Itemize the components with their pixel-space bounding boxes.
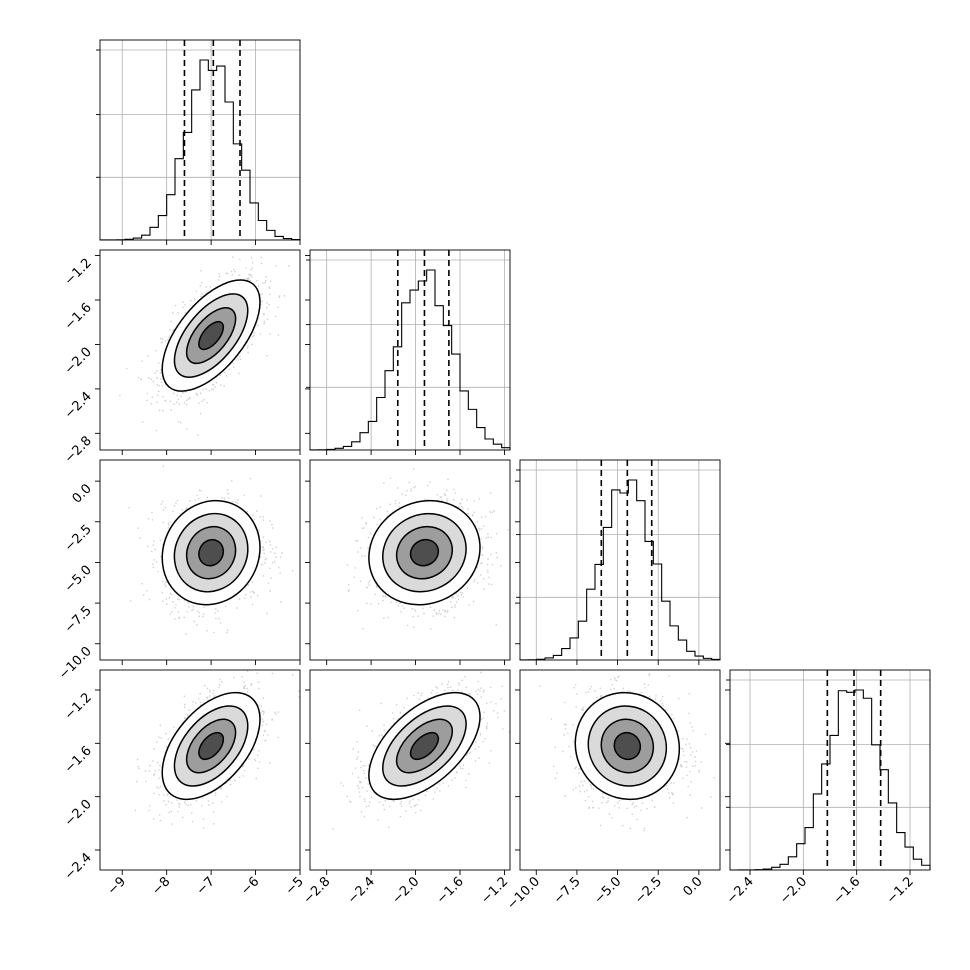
contour-line	[198, 320, 225, 351]
y-tick-label: −7.5	[62, 603, 95, 636]
y-tick-label: −2.0	[62, 345, 95, 378]
scatter-points	[346, 468, 509, 630]
x-tick-label: −9	[105, 874, 129, 898]
x-tick-label: −6	[238, 874, 262, 898]
x-tick-label: −1.2	[884, 874, 917, 907]
x-axis-3: −2.4 −2.0 −1.6 −1.2	[724, 870, 917, 907]
contour-line	[185, 718, 237, 774]
x-tick-label: −5.0	[591, 874, 624, 907]
x-tick-label: −2.8	[301, 874, 334, 907]
contour-line	[198, 731, 225, 761]
contour-line	[409, 731, 440, 761]
panel-frame	[99, 249, 301, 451]
hist-panel-1	[306, 249, 511, 451]
y-tick-label: −1.2	[62, 690, 95, 723]
contour-line	[368, 499, 481, 606]
panel-content	[128, 460, 294, 635]
histogram-step	[99, 59, 301, 241]
contour-line	[185, 525, 237, 580]
y-tick-label: −2.8	[62, 434, 95, 467]
histogram-step	[309, 269, 511, 451]
contour-line	[409, 538, 440, 567]
contour-line	[574, 691, 681, 801]
histogram-step	[729, 689, 931, 871]
panel-frame	[99, 669, 301, 871]
contour-line	[395, 718, 453, 774]
scatter-panel-3-2	[519, 669, 721, 871]
contour-line	[198, 538, 225, 567]
x-tick-label: −7	[194, 874, 218, 898]
panel-content	[539, 673, 715, 832]
scatter-panel-1-0	[99, 249, 301, 451]
x-tick-label: −8	[149, 874, 173, 898]
y-tick-label: −5.0	[62, 563, 95, 596]
contour-line	[173, 705, 249, 787]
panel-content	[346, 468, 509, 630]
panel-frame	[519, 459, 721, 661]
contour-line	[613, 731, 642, 761]
x-tick-label: −1.6	[831, 874, 864, 907]
panel-content	[119, 256, 290, 436]
contour-line	[161, 279, 261, 392]
scatter-panel-3-1	[309, 669, 511, 871]
scatter-panel-2-0	[99, 459, 301, 661]
contour-line	[161, 691, 261, 801]
scatter-panel-3-0	[99, 669, 301, 871]
density-fill	[198, 321, 224, 350]
hist-panel-3	[726, 669, 931, 871]
hist-panel-2	[516, 459, 721, 661]
x-tick-label: −7.5	[551, 874, 584, 907]
x-tick-label: −2.0	[777, 874, 810, 907]
x-tick-label: −2.4	[724, 874, 757, 907]
x-tick-label: −2.4	[345, 874, 378, 907]
contour-line	[382, 705, 467, 787]
x-tick-label: −2.0	[389, 874, 422, 907]
density-fill	[198, 539, 224, 566]
panel-frame	[309, 249, 511, 451]
contour-line	[382, 512, 467, 593]
panel-content	[134, 670, 300, 829]
panel-content	[332, 671, 510, 830]
density-fill	[614, 732, 641, 760]
scatter-panel-2-1	[309, 459, 511, 661]
contour-line	[185, 307, 237, 365]
hist-panel-0	[96, 39, 301, 241]
contour-line	[173, 512, 249, 593]
contour-line	[368, 691, 481, 801]
density-fill	[410, 539, 439, 566]
y-tick-label: −1.6	[62, 744, 95, 777]
x-tick-label: −1.6	[434, 874, 467, 907]
x-tick-label: −2.5	[632, 874, 665, 907]
panel-frame	[309, 669, 511, 871]
y-tick-label: −2.0	[62, 797, 95, 830]
panel-frame	[99, 39, 301, 241]
density-fill	[410, 732, 439, 760]
panel-frame	[729, 669, 931, 871]
y-tick-label: −1.6	[62, 300, 95, 333]
y-tick-label: −1.2	[62, 256, 95, 289]
y-tick-label: −2.4	[62, 389, 95, 422]
x-tick-label: −10.0	[504, 874, 543, 913]
histogram-step	[519, 479, 721, 661]
y-tick-label: 0.0	[70, 481, 95, 506]
x-tick-label: 0.0	[680, 874, 705, 899]
contour-line	[173, 293, 249, 378]
y-tick-label: −2.5	[62, 522, 95, 555]
y-tick-label: −2.4	[62, 850, 95, 883]
y-tick-label: −10.0	[56, 644, 95, 683]
contour-line	[161, 499, 261, 606]
contour-line	[600, 718, 655, 774]
panel-frame	[99, 459, 301, 661]
contour-line	[395, 525, 453, 580]
contour-line	[587, 705, 668, 787]
panel-frame	[309, 459, 511, 661]
panel-frame	[519, 669, 721, 871]
